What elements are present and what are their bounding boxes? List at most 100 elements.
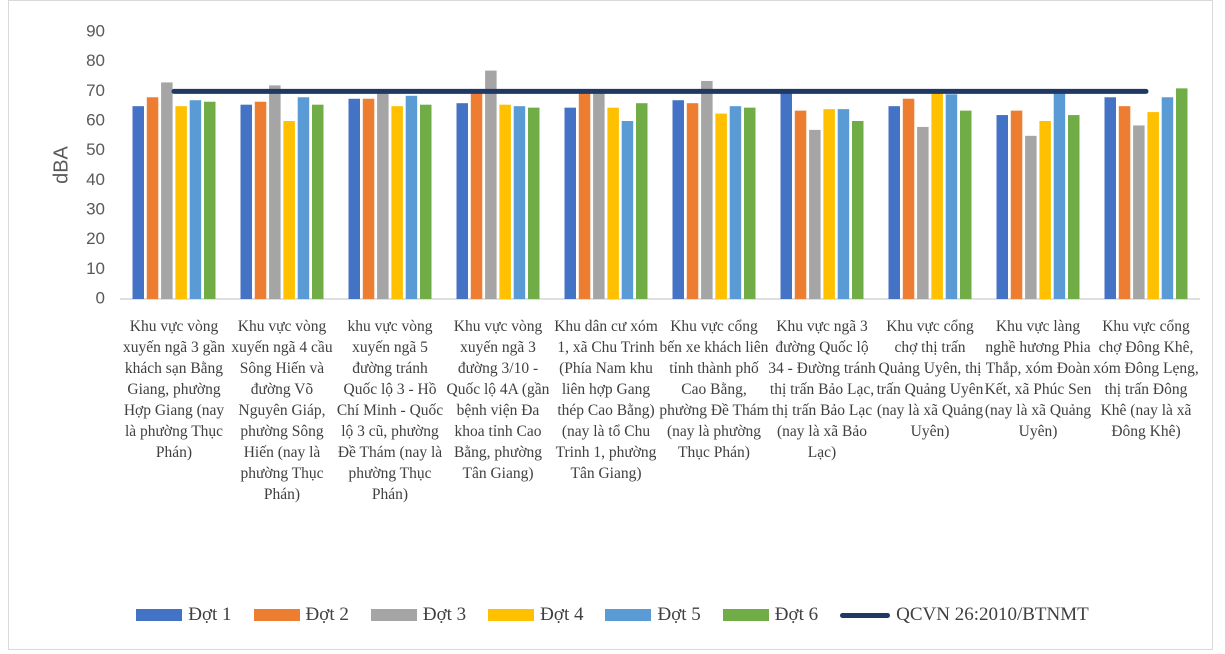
bar: [593, 91, 605, 299]
legend-item: Đợt 5: [605, 604, 701, 626]
bar: [1147, 112, 1159, 299]
x-tick-label: Khu vực ngã 3 đường Quốc lộ 34 - Đường t…: [768, 318, 876, 461]
x-tick-label: Khu vực cổng bến xe khách liên tỉnh thàn…: [659, 318, 769, 461]
bar: [809, 129, 821, 299]
bar: [729, 106, 742, 300]
bar: [715, 113, 727, 299]
bar: [931, 91, 943, 299]
bar: [917, 126, 929, 299]
bar: [701, 80, 713, 299]
y-axis-label: dBA: [50, 145, 72, 183]
bar: [1010, 110, 1023, 299]
bar: [175, 106, 187, 300]
y-tick-label: 90: [86, 21, 105, 40]
legend-label: QCVN 26:2010/BTNMT: [896, 604, 1089, 625]
bar: [1104, 97, 1116, 300]
bar: [1025, 135, 1037, 299]
bar: [1118, 106, 1131, 300]
bar: [132, 106, 144, 300]
bar: [852, 121, 864, 299]
bar: [456, 103, 468, 299]
bar: [794, 110, 807, 299]
bar: [189, 100, 202, 299]
bar: [621, 121, 634, 299]
x-tick-label: Khu vực vòng xuyến ngã 3 gần khách sạn B…: [122, 318, 225, 461]
legend-item: Đợt 6: [722, 604, 819, 626]
y-tick-label: 70: [86, 81, 105, 100]
legend-swatch: [253, 609, 300, 621]
bar: [297, 97, 310, 300]
y-tick-label: 0: [96, 288, 105, 307]
bar: [1068, 115, 1080, 299]
legend-label: Đợt 1: [188, 604, 232, 625]
bar: [1176, 88, 1188, 299]
legend-swatch: [136, 609, 183, 621]
bar: [823, 109, 835, 299]
bar: [1053, 91, 1066, 299]
bar: [996, 115, 1008, 299]
bar: [780, 89, 792, 299]
x-tick-label: Khu vực cổng chợ thị trấn Quảng Uyên, th…: [876, 318, 984, 440]
legend-label: Đợt 2: [305, 604, 349, 625]
bar: [485, 70, 497, 299]
bar: [161, 82, 173, 299]
y-tick-label: 50: [86, 140, 105, 159]
bar: [578, 91, 591, 299]
bar: [1039, 121, 1051, 299]
chart-frame: [8, 0, 1213, 650]
bar: [204, 101, 216, 299]
bar: [513, 106, 526, 300]
bar: [254, 101, 267, 299]
bar: [1133, 125, 1145, 299]
bar: [945, 94, 958, 299]
y-tick-label: 20: [86, 229, 105, 248]
legend-item: Đợt 1: [136, 604, 232, 626]
bar: [420, 104, 432, 299]
bar: [283, 121, 295, 299]
x-tick-label: Khu vực cổng chợ Đông Khê, xóm Đông Lẹng…: [1093, 318, 1199, 440]
bar: [888, 106, 900, 300]
bar: [672, 100, 684, 299]
bar: [686, 103, 699, 299]
bar: [312, 104, 324, 299]
x-tick-label: Khu vực vòng xuyến ngã 4 cầu Sông Hiến v…: [231, 318, 333, 503]
bar: [902, 98, 915, 299]
legend-label: Đợt 3: [422, 604, 467, 625]
y-tick-label: 30: [86, 199, 105, 218]
bar: [837, 109, 850, 299]
bar: [470, 91, 483, 299]
bar: [362, 98, 375, 299]
bar: [240, 104, 252, 299]
bar: [528, 107, 540, 300]
legend-label: Đợt 5: [657, 604, 701, 625]
legend-item: Đợt 4: [488, 604, 583, 626]
bar: [636, 103, 648, 299]
legend-swatch: [722, 609, 769, 621]
legend-label: Đợt 4: [540, 604, 584, 625]
legend-item: Đợt 2: [253, 604, 349, 626]
x-tick-label: Khu dân cư xóm 1, xã Chu Trinh (Phía Nam…: [554, 318, 658, 482]
y-tick-label: 10: [86, 259, 105, 278]
x-tick-label: Khu vực vòng xuyến ngã 3 đường 3/10 - Qu…: [446, 318, 550, 482]
bar: [564, 107, 576, 300]
legend-item: QCVN 26:2010/BTNMT: [840, 604, 1089, 626]
legend-item: Đợt 3: [370, 604, 467, 626]
bar: [607, 107, 619, 300]
bar: [377, 91, 389, 299]
legend: Đợt 1 Đợt 2 Đợt 3 Đợt 4 Đợt 5 Đợt 6 QCVN 26:20…: [0, 604, 1225, 626]
y-tick-label: 40: [86, 170, 105, 189]
bar: [391, 106, 403, 300]
legend-swatch: [488, 609, 535, 621]
bar: [744, 107, 756, 300]
legend-label: Đợt 6: [774, 604, 819, 625]
x-tick-label: Khu vực làng nghề hương Phia Thắp, xóm Đ…: [984, 318, 1092, 440]
bar: [405, 95, 418, 300]
bar: [960, 110, 972, 299]
legend-swatch: [370, 609, 417, 621]
x-tick-label: khu vực vòng xuyến ngã 5 đường tránh Quố…: [336, 318, 444, 503]
legend-swatch: [840, 612, 891, 618]
bar: [1161, 97, 1174, 300]
bar: [269, 85, 281, 300]
